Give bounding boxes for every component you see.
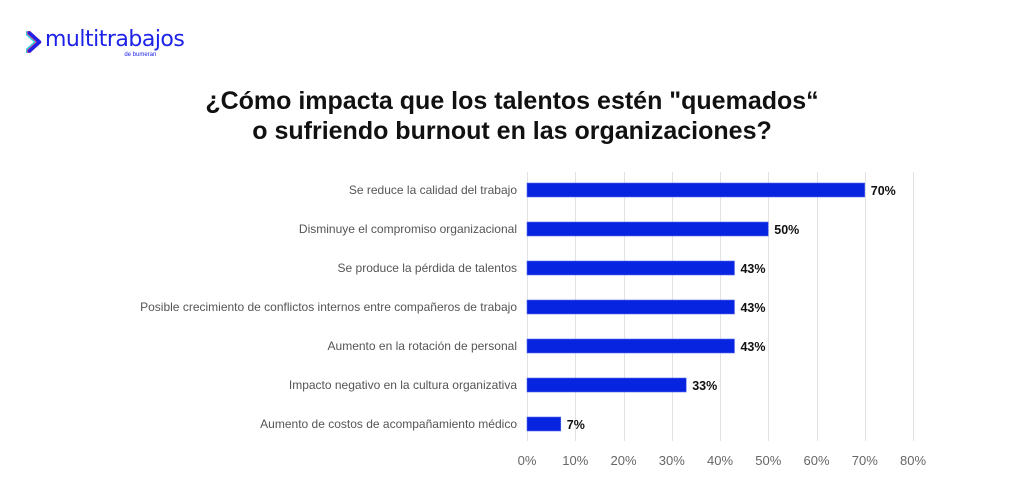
x-tick-label: 80% xyxy=(900,453,926,468)
bar xyxy=(526,182,866,198)
chart-title-line-1: ¿Cómo impacta que los talentos estén "qu… xyxy=(205,87,819,115)
brand-subtitle: de bumeran xyxy=(124,52,157,58)
x-tick-label: 10% xyxy=(562,453,588,468)
value-labels: 70% 50% 43% 43% 43% 33% 7% xyxy=(567,184,896,432)
x-tick-label: 0% xyxy=(518,453,537,468)
category-labels: Se reduce la calidad del trabajo Disminuy… xyxy=(140,183,517,431)
bar xyxy=(526,416,562,432)
x-tick-label: 30% xyxy=(659,453,685,468)
value-label: 43% xyxy=(740,340,765,354)
x-tick-label: 40% xyxy=(707,453,733,468)
x-tick-label: 20% xyxy=(610,453,636,468)
bar xyxy=(526,299,735,315)
category-label: Se produce la pérdida de talentos xyxy=(338,261,517,275)
value-label: 33% xyxy=(692,379,717,393)
brand-chevron-icon xyxy=(26,31,42,53)
category-label: Aumento de costos de acompañamiento médi… xyxy=(260,417,517,431)
x-tick-label: 50% xyxy=(755,453,781,468)
x-tick-label: 70% xyxy=(852,453,878,468)
category-label: Aumento en la rotación de personal xyxy=(328,339,517,353)
brand-logo: multitrabajos de bumeran xyxy=(26,27,185,58)
category-label: Se reduce la calidad del trabajo xyxy=(349,183,517,197)
value-label: 70% xyxy=(871,184,896,198)
value-label: 50% xyxy=(774,223,799,237)
bar xyxy=(526,338,735,354)
bar xyxy=(526,221,769,237)
chart-title-line-2: o sufriendo burnout en las organizacione… xyxy=(252,117,772,145)
value-label: 43% xyxy=(740,262,765,276)
value-label: 43% xyxy=(740,301,765,315)
category-label: Impacto negativo en la cultura organizat… xyxy=(289,378,517,392)
brand-name: multitrabajos xyxy=(45,27,185,52)
category-label: Posible crecimiento de conflictos intern… xyxy=(140,300,517,314)
x-axis-tick-labels: 0% 10% 20% 30% 40% 50% 60% 70% 80% xyxy=(518,453,927,468)
bar xyxy=(526,260,735,276)
bars xyxy=(526,182,866,432)
bar xyxy=(526,377,687,393)
x-tick-label: 60% xyxy=(803,453,829,468)
chart-title: ¿Cómo impacta que los talentos estén "qu… xyxy=(0,86,1024,146)
category-label: Disminuye el compromiso organizacional xyxy=(299,222,517,236)
value-label: 7% xyxy=(567,418,585,432)
